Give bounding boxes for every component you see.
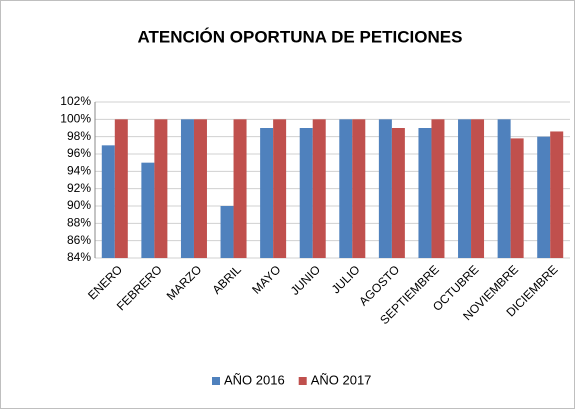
bar bbox=[550, 131, 564, 258]
bar bbox=[497, 119, 511, 258]
bar bbox=[431, 119, 445, 258]
y-tick-label: 96% bbox=[67, 146, 91, 160]
legend-label: AÑO 2017 bbox=[311, 372, 372, 387]
bar bbox=[378, 119, 392, 258]
bar bbox=[352, 119, 366, 258]
legend-label: AÑO 2016 bbox=[224, 372, 285, 387]
bar bbox=[101, 145, 115, 258]
y-tick-label: 98% bbox=[67, 129, 91, 143]
y-tick-label: 94% bbox=[67, 164, 91, 178]
bar bbox=[510, 138, 524, 258]
bar bbox=[537, 136, 551, 258]
bar bbox=[299, 128, 313, 258]
bar bbox=[154, 119, 168, 258]
bar bbox=[114, 119, 128, 258]
legend-swatch bbox=[212, 377, 220, 385]
bar bbox=[260, 128, 274, 258]
y-tick-label: 102% bbox=[60, 94, 91, 108]
bar bbox=[458, 119, 472, 258]
y-tick-label: 86% bbox=[67, 233, 91, 247]
bar bbox=[233, 119, 247, 258]
bar bbox=[180, 119, 194, 258]
bar bbox=[471, 119, 485, 258]
y-tick-label: 88% bbox=[67, 216, 91, 230]
y-tick-label: 92% bbox=[67, 181, 91, 195]
bar bbox=[391, 128, 405, 258]
chart-title: ATENCIÓN OPORTUNA DE PETICIONES bbox=[138, 27, 463, 46]
bar bbox=[141, 162, 155, 258]
bar bbox=[339, 119, 353, 258]
y-tick-label: 100% bbox=[60, 112, 91, 126]
y-tick-label: 84% bbox=[67, 250, 91, 264]
bar bbox=[312, 119, 326, 258]
bar bbox=[220, 206, 234, 258]
legend-swatch bbox=[298, 377, 307, 385]
y-tick-label: 90% bbox=[67, 198, 91, 212]
bar bbox=[418, 128, 432, 258]
bar bbox=[193, 119, 207, 258]
bar bbox=[273, 119, 287, 258]
